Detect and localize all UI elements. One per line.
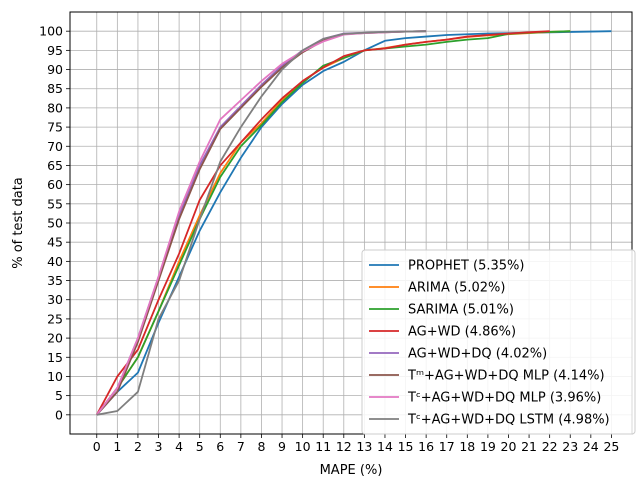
y-tick-label: 60 (47, 177, 63, 192)
y-tick-label: 40 (47, 254, 63, 269)
x-tick-label: 11 (315, 439, 331, 454)
x-tick-label: 5 (196, 439, 204, 454)
x-tick-label: 20 (501, 439, 517, 454)
series-lines (95, 30, 612, 416)
x-tick-label: 16 (418, 439, 434, 454)
x-tick-label: 13 (356, 439, 372, 454)
x-tick-label: 24 (583, 439, 599, 454)
y-tick-label: 65 (47, 158, 63, 173)
x-tick-label: 12 (336, 439, 352, 454)
x-tick-label: 15 (398, 439, 414, 454)
y-tick-label: 75 (47, 120, 63, 135)
x-tick-label: 14 (377, 439, 393, 454)
x-axis-ticks: 0 1 2 3 4 5 6 7 8 9 10 11 12 13 14 15 16 17 18 19 20 21 22 23 24… (93, 434, 619, 454)
y-tick-label: 45 (47, 235, 63, 250)
y-tick-label: 5 (55, 388, 63, 403)
y-tick-label: 95 (47, 43, 63, 58)
y-tick-label: 55 (47, 196, 63, 211)
x-tick-label: 22 (542, 439, 558, 454)
x-axis-label: MAPE (%) (320, 463, 383, 478)
legend-entry: PROPHET (5.35%) (408, 259, 524, 274)
y-tick-label: 20 (47, 331, 63, 346)
legend-entry: AG+WD+DQ (4.02%) (408, 347, 547, 362)
legend-box (361, 249, 636, 435)
legend-entry: Tᶜ+AG+WD+DQ LSTM (4.98%) (407, 413, 610, 428)
y-tick-label: 70 (47, 139, 63, 154)
y-tick-label: 50 (47, 216, 63, 231)
y-tick-label: 10 (47, 369, 63, 384)
y-tick-label: 80 (47, 100, 63, 115)
x-tick-label: 1 (113, 439, 121, 454)
legend: PROPHET (5.35%) ARIMA (5.02%) SARIMA (5.01… (361, 249, 636, 435)
x-tick-label: 8 (257, 439, 265, 454)
x-tick-label: 2 (134, 439, 142, 454)
x-tick-label: 18 (459, 439, 475, 454)
y-axis-ticks: 0 5 10 15 20 25 30 35 40 45 50 55 60 65 70 75 80 85 90 95 10… (39, 24, 70, 422)
series-line-7 (96, 30, 427, 416)
x-tick-label: 19 (480, 439, 496, 454)
x-tick-label: 23 (562, 439, 578, 454)
legend-entry: AG+WD (4.86%) (408, 325, 516, 340)
y-axis-label: % of test data (11, 177, 26, 269)
legend-entry: Tᶜ+AG+WD+DQ MLP (3.96%) (407, 391, 601, 406)
x-tick-label: 25 (603, 439, 619, 454)
series-line-3 (95, 30, 550, 416)
y-tick-label: 35 (47, 273, 63, 288)
x-tick-label: 3 (155, 439, 163, 454)
legend-entry: ARIMA (5.02%) (408, 281, 505, 296)
y-tick-label: 30 (47, 292, 63, 307)
x-tick-label: 6 (216, 439, 224, 454)
x-tick-label: 9 (278, 439, 286, 454)
x-tick-label: 21 (521, 439, 537, 454)
y-tick-label: 85 (47, 81, 63, 96)
x-tick-label: 17 (439, 439, 455, 454)
y-tick-label: 15 (47, 350, 63, 365)
y-tick-label: 0 (55, 407, 63, 422)
x-tick-label: 0 (93, 439, 101, 454)
x-tick-label: 4 (175, 439, 183, 454)
x-tick-label: 10 (295, 439, 311, 454)
y-tick-label: 100 (39, 24, 63, 39)
legend-entry: Tᵐ+AG+WD+DQ MLP (4.14%) (407, 369, 605, 384)
x-tick-label: 7 (237, 439, 245, 454)
y-tick-label: 90 (47, 62, 63, 77)
legend-entry: SARIMA (5.01%) (408, 303, 514, 318)
y-tick-label: 25 (47, 311, 63, 326)
